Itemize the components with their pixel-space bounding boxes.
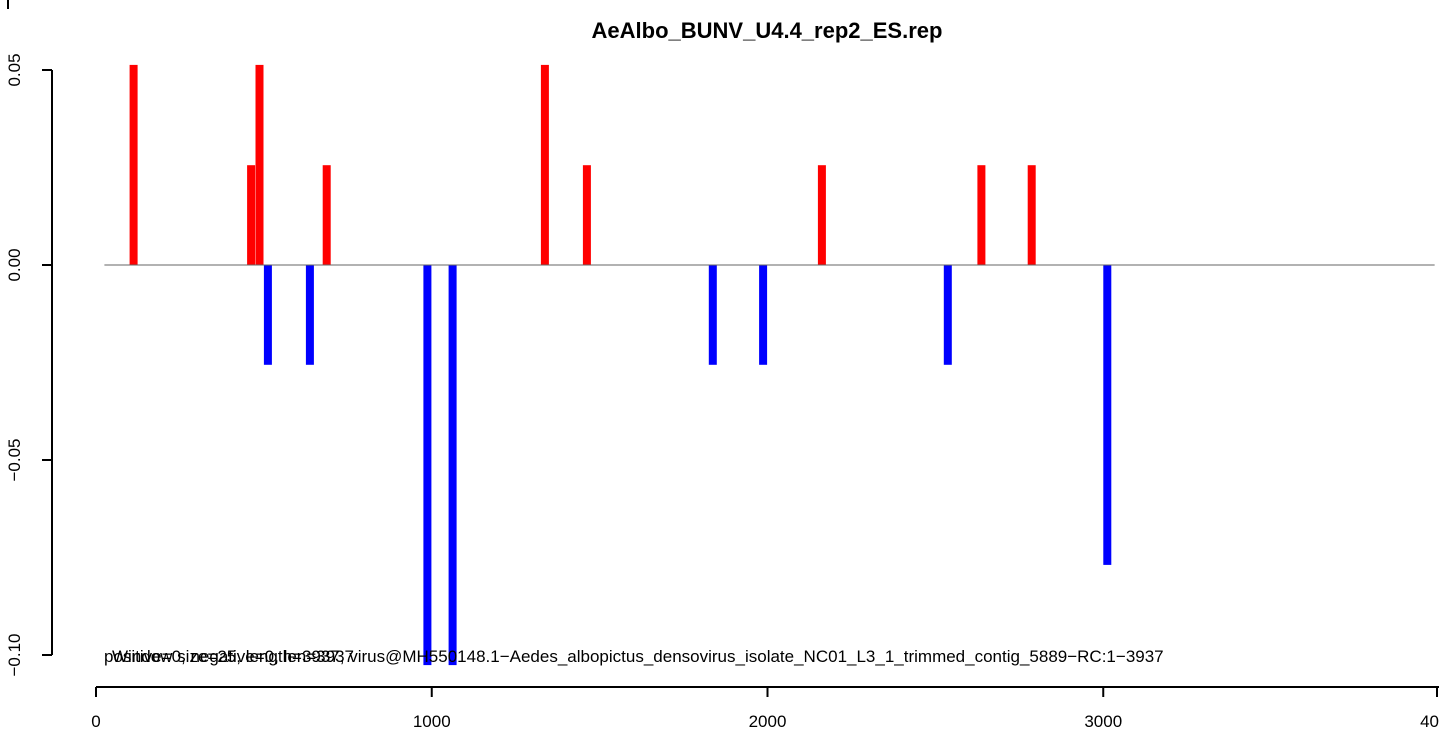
y-tick-label: 0.00 <box>5 248 24 281</box>
annotation-window-size: Window size=25, length=3937, virus@MH550… <box>112 647 1164 666</box>
x-tick-label: 1000 <box>413 712 451 731</box>
chart-title: AeAlbo_BUNV_U4.4_rep2_ES.rep <box>592 18 943 43</box>
bar-negative-6 <box>944 265 952 365</box>
bar-negative-7 <box>1103 265 1111 565</box>
bar-positive-5 <box>583 165 591 265</box>
y-tick-label: 0.05 <box>5 53 24 86</box>
bar-positive-7 <box>977 165 985 265</box>
x-tick-label: 40 <box>1420 712 1439 731</box>
bar-negative-5 <box>759 265 767 365</box>
bar-negative-4 <box>709 265 717 365</box>
bar-positive-4 <box>541 65 549 265</box>
x-axis: 0 1000 2000 3000 40 <box>91 687 1439 731</box>
bar-negative-1 <box>306 265 314 365</box>
bars-group <box>130 65 1112 665</box>
x-tick-label: 0 <box>91 712 100 731</box>
bar-negative-3 <box>449 265 457 665</box>
bar-positive-3 <box>323 165 331 265</box>
bar-negative-0 <box>264 265 272 365</box>
y-axis: −0.10 −0.05 0.00 0.05 <box>5 0 52 677</box>
bar-positive-2 <box>256 65 264 265</box>
x-tick-label: 2000 <box>749 712 787 731</box>
bar-positive-0 <box>130 65 138 265</box>
y-tick-label: −0.10 <box>5 633 24 676</box>
bar-negative-2 <box>423 265 431 665</box>
x-tick-label: 3000 <box>1084 712 1122 731</box>
y-tick-label: −0.05 <box>5 438 24 481</box>
bar-positive-8 <box>1028 165 1036 265</box>
bar-positive-6 <box>818 165 826 265</box>
bar-positive-1 <box>247 165 255 265</box>
